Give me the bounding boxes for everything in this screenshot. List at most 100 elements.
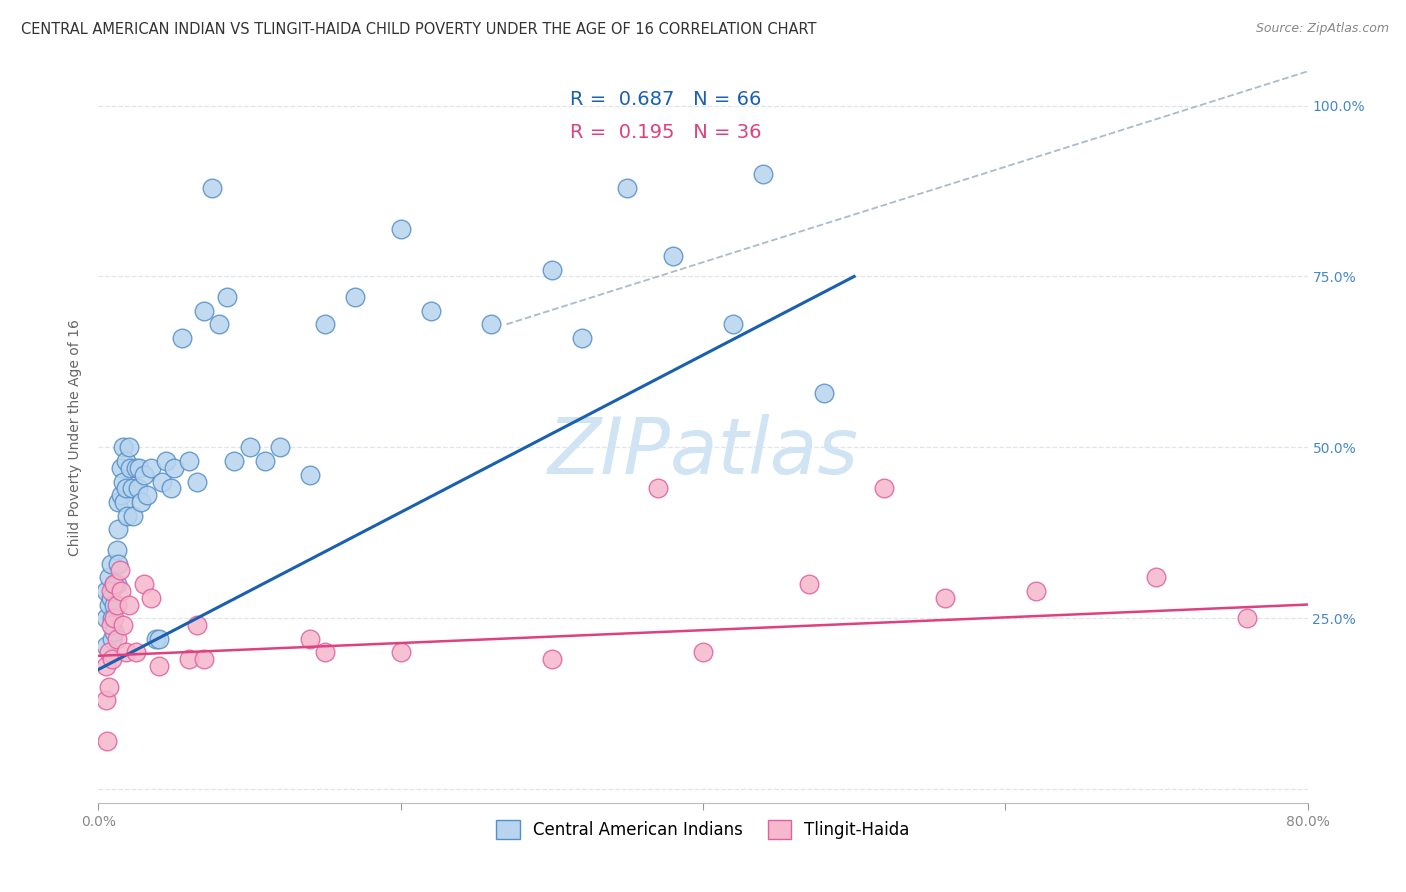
Point xyxy=(186,475,208,489)
Point xyxy=(101,611,124,625)
Text: R =  0.687   N = 66: R = 0.687 N = 66 xyxy=(569,90,762,109)
Point xyxy=(101,652,124,666)
Point xyxy=(121,481,143,495)
Text: ZIPatlas: ZIPatlas xyxy=(547,414,859,490)
Point xyxy=(98,570,121,584)
Point xyxy=(752,167,775,181)
Text: Source: ZipAtlas.com: Source: ZipAtlas.com xyxy=(1256,22,1389,36)
Point xyxy=(269,440,291,454)
Point xyxy=(105,632,128,646)
Point xyxy=(253,454,276,468)
Point xyxy=(128,460,150,475)
Point xyxy=(132,577,155,591)
Point xyxy=(114,645,136,659)
Point xyxy=(540,262,562,277)
Point xyxy=(103,577,125,591)
Point xyxy=(163,460,186,475)
Point xyxy=(647,481,669,495)
Point xyxy=(107,522,129,536)
Point xyxy=(616,180,638,194)
Point xyxy=(103,624,125,639)
Point xyxy=(1144,570,1167,584)
Point xyxy=(110,460,132,475)
Point xyxy=(94,611,117,625)
Point xyxy=(299,467,322,482)
Point xyxy=(215,290,238,304)
Point xyxy=(100,618,122,632)
Point xyxy=(314,645,336,659)
Point xyxy=(103,577,125,591)
Point xyxy=(141,591,163,605)
Point xyxy=(107,557,129,571)
Point xyxy=(114,454,136,468)
Point xyxy=(111,440,134,454)
Point xyxy=(571,331,593,345)
Point xyxy=(103,611,125,625)
Point xyxy=(420,303,443,318)
Point xyxy=(111,475,134,489)
Y-axis label: Child Poverty Under the Age of 16: Child Poverty Under the Age of 16 xyxy=(69,318,83,556)
Point xyxy=(96,734,118,748)
Point xyxy=(224,454,246,468)
Point xyxy=(112,495,135,509)
Point xyxy=(110,488,132,502)
Point xyxy=(934,591,956,605)
Point xyxy=(101,632,124,646)
Point xyxy=(170,331,193,345)
Point xyxy=(155,454,177,468)
Point xyxy=(208,318,231,332)
Point xyxy=(160,481,183,495)
Point xyxy=(481,318,503,332)
Point xyxy=(148,659,170,673)
Point xyxy=(540,652,562,666)
Point xyxy=(105,598,128,612)
Point xyxy=(110,583,132,598)
Point xyxy=(150,475,173,489)
Point xyxy=(201,180,224,194)
Point xyxy=(661,249,683,263)
Point xyxy=(193,303,215,318)
Point xyxy=(314,318,336,332)
Point xyxy=(108,563,131,577)
Point xyxy=(179,652,201,666)
Point xyxy=(148,632,170,646)
Point xyxy=(103,598,125,612)
Point xyxy=(98,645,121,659)
Point xyxy=(118,598,141,612)
Point xyxy=(105,542,128,557)
Point xyxy=(1024,583,1046,598)
Point xyxy=(115,508,138,523)
Point xyxy=(94,659,117,673)
Point xyxy=(118,440,141,454)
Point xyxy=(114,481,136,495)
Point xyxy=(94,583,117,598)
Point xyxy=(100,591,122,605)
Point xyxy=(127,481,149,495)
Point xyxy=(389,221,412,235)
Point xyxy=(94,639,117,653)
Point xyxy=(1236,611,1258,625)
Point xyxy=(129,495,152,509)
Point xyxy=(813,385,835,400)
Point xyxy=(873,481,896,495)
Point xyxy=(135,488,157,502)
Point xyxy=(98,680,121,694)
Point xyxy=(132,467,155,482)
Point xyxy=(145,632,167,646)
Point xyxy=(299,632,322,646)
Point xyxy=(122,508,145,523)
Text: R =  0.195   N = 36: R = 0.195 N = 36 xyxy=(569,122,762,142)
Point xyxy=(797,577,820,591)
Point xyxy=(723,318,745,332)
Point xyxy=(186,618,208,632)
Legend: Central American Indians, Tlingit-Haida: Central American Indians, Tlingit-Haida xyxy=(486,810,920,849)
Point xyxy=(389,645,412,659)
Point xyxy=(344,290,367,304)
Point xyxy=(141,460,163,475)
Point xyxy=(193,652,215,666)
Point xyxy=(111,618,134,632)
Point xyxy=(98,598,121,612)
Point xyxy=(125,460,148,475)
Point xyxy=(107,495,129,509)
Point xyxy=(692,645,714,659)
